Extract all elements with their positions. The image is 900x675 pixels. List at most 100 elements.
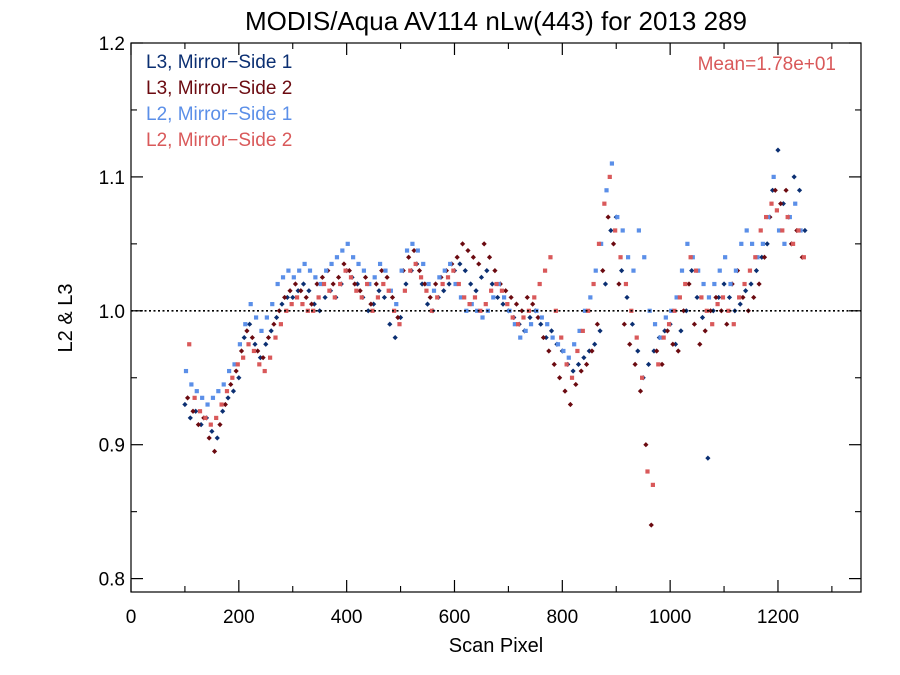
data-point-series-1: [198, 422, 204, 428]
data-point-series-4: [505, 302, 510, 307]
data-point-series-4: [747, 268, 753, 273]
data-point-series-2: [643, 442, 649, 448]
data-point-series-2: [260, 355, 266, 361]
data-point-series-4: [429, 308, 434, 313]
data-point-series-2: [761, 254, 768, 260]
data-point-series-2: [492, 268, 498, 274]
data-point-series-4: [316, 295, 321, 300]
data-point-series-2: [513, 301, 520, 307]
data-point-series-1: [257, 355, 263, 361]
data-point-series-2: [481, 241, 487, 247]
data-point-series-3: [782, 241, 787, 246]
data-point-series-4: [467, 302, 472, 307]
data-point-series-3: [658, 335, 663, 340]
y-tick-label: 0.9: [99, 436, 125, 457]
data-point-series-1: [397, 314, 404, 321]
data-point-series-4: [392, 308, 397, 313]
data-point-series-4: [424, 288, 429, 293]
data-point-series-3: [723, 255, 728, 260]
data-point-series-3: [426, 281, 431, 287]
data-point-series-4: [408, 268, 413, 273]
y-tick-label: 1.2: [99, 34, 125, 55]
data-point-series-2: [206, 435, 212, 441]
y-tick-label: 0.8: [99, 570, 125, 591]
data-point-series-1: [446, 281, 452, 287]
data-point-series-3: [733, 268, 739, 273]
data-point-series-3: [248, 302, 253, 307]
data-point-series-2: [578, 368, 584, 374]
data-point-series-1: [608, 227, 614, 234]
data-point-series-1: [672, 341, 679, 347]
plot-frame: [130, 42, 862, 593]
data-point-series-4: [548, 255, 553, 260]
y-tick-label: 1.0: [99, 302, 125, 323]
data-point-series-2: [659, 361, 665, 367]
data-point-series-1: [780, 201, 786, 207]
data-point-series-3: [701, 281, 706, 287]
data-point-series-4: [677, 295, 682, 300]
data-point-series-3: [415, 248, 420, 253]
data-point-series-4: [214, 415, 219, 421]
data-point-series-1: [651, 348, 657, 354]
data-points: [182, 147, 808, 528]
data-point-series-2: [632, 361, 638, 367]
data-point-series-2: [244, 328, 250, 334]
data-point-series-3: [776, 228, 782, 233]
data-point-series-2: [249, 334, 255, 341]
data-point-series-3: [625, 255, 631, 260]
data-point-series-3: [372, 275, 377, 280]
data-point-series-4: [451, 268, 456, 273]
data-point-series-3: [253, 315, 259, 320]
legend-entry-3: L2, Mirror−Side 1: [146, 104, 292, 125]
data-point-series-4: [338, 281, 343, 287]
data-point-series-1: [403, 281, 409, 287]
data-point-series-3: [183, 368, 189, 374]
data-point-series-4: [365, 281, 370, 287]
data-point-series-2: [330, 281, 336, 287]
data-point-series-2: [648, 522, 654, 528]
data-point-series-3: [480, 315, 485, 320]
data-point-series-4: [731, 322, 736, 327]
data-point-series-2: [535, 314, 541, 321]
data-point-series-2: [697, 341, 703, 347]
data-point-series-1: [290, 294, 296, 301]
data-point-series-4: [753, 255, 758, 260]
data-point-series-2: [217, 422, 223, 428]
data-point-series-2: [411, 247, 417, 254]
data-point-series-3: [491, 295, 496, 300]
data-point-series-1: [575, 361, 582, 367]
data-point-series-3: [437, 275, 442, 280]
data-point-series-3: [356, 261, 361, 267]
data-point-series-3: [523, 328, 528, 333]
data-point-series-4: [774, 208, 779, 213]
data-point-series-2: [373, 281, 379, 287]
data-point-series-2: [686, 281, 692, 287]
data-point-series-3: [674, 295, 679, 300]
data-point-series-4: [257, 362, 262, 367]
data-point-series-4: [623, 281, 629, 287]
data-point-series-2: [664, 328, 671, 334]
data-point-series-1: [317, 308, 323, 314]
data-point-series-3: [512, 322, 517, 327]
data-point-series-4: [699, 295, 704, 300]
data-point-series-3: [458, 295, 464, 300]
data-point-series-2: [707, 308, 714, 314]
data-point-series-2: [195, 422, 201, 428]
data-point-series-4: [521, 315, 526, 320]
data-point-series-4: [764, 214, 769, 220]
data-point-series-3: [189, 382, 194, 387]
data-point-series-4: [726, 308, 731, 313]
data-point-series-4: [462, 295, 467, 300]
data-point-series-4: [516, 322, 521, 327]
data-point-series-4: [273, 335, 278, 340]
data-point-series-2: [616, 281, 622, 287]
data-point-series-3: [464, 308, 469, 313]
data-point-series-3: [528, 322, 534, 327]
y-axis-label: L2 & L3: [55, 284, 77, 353]
data-point-series-2: [562, 388, 568, 394]
data-point-series-4: [640, 375, 645, 380]
data-point-series-4: [219, 402, 224, 407]
data-point-series-1: [495, 294, 501, 301]
data-point-series-1: [662, 328, 668, 334]
data-point-series-2: [303, 294, 309, 301]
